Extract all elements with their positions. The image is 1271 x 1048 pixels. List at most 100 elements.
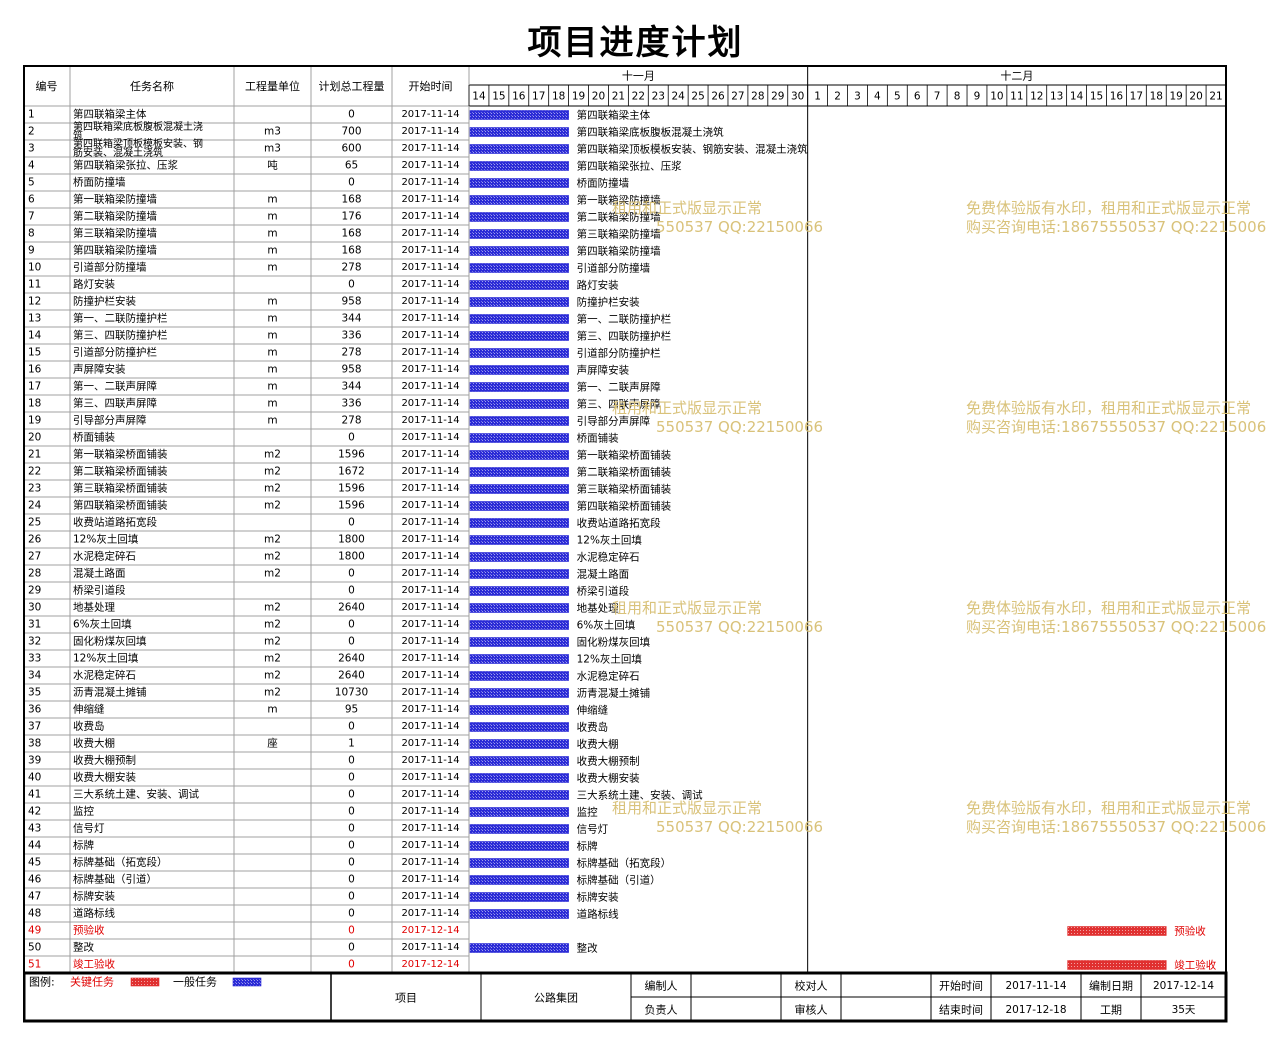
watermark-full: 免费体验版有水印，租用和正式版显示正常 购买咨询电话:18675550537 QQ…	[966, 399, 1266, 436]
gantt-bar	[469, 858, 569, 868]
task-id: 2	[28, 126, 35, 138]
gantt-bar	[469, 535, 569, 545]
day-tick-label: 4	[874, 91, 881, 103]
task-name: 第四联箱梁张拉、压浆	[73, 159, 178, 172]
task-start: 2017-11-14	[401, 330, 459, 341]
task-qty: 10730	[335, 687, 368, 699]
bar-label: 第四联箱梁主体	[577, 109, 651, 122]
bar-label: 第一、二联防撞护栏	[577, 313, 672, 326]
bar-label: 第二联箱梁防撞墙	[577, 211, 661, 224]
page-title: 项目进度计划	[527, 23, 744, 63]
task-start: 2017-11-14	[401, 279, 459, 290]
bar-label: 监控	[577, 806, 598, 819]
task-unit: m	[267, 296, 277, 308]
task-name: 第四联箱梁防撞墙	[73, 244, 157, 257]
gantt-bar	[469, 161, 569, 171]
task-start: 2017-11-14	[401, 381, 459, 392]
bar-label: 第一、二联声屏障	[577, 381, 661, 394]
task-qty: 700	[341, 126, 361, 138]
task-qty: 0	[348, 432, 355, 444]
task-unit: m2	[264, 534, 281, 546]
task-name: 地基处理	[73, 601, 115, 614]
task-unit: m	[267, 228, 277, 240]
task-name: 第一联箱梁桥面铺装	[73, 448, 168, 461]
month-label-dec: 十二月	[1000, 69, 1033, 83]
bar-label: 整改	[577, 942, 598, 955]
watermark-partial: 租用和正式版显示正常 550537 QQ:22150066	[612, 599, 824, 636]
day-tick-label: 16	[1110, 91, 1124, 103]
task-id: 34	[28, 670, 42, 682]
watermark-full: 免费体验版有水印，租用和正式版显示正常 购买咨询电话:18675550537 QQ…	[966, 599, 1266, 636]
task-id: 48	[28, 908, 41, 920]
day-tick-label: 20	[1189, 91, 1202, 103]
gantt-bar	[469, 756, 569, 766]
task-name: 收费大棚	[73, 737, 115, 750]
task-qty: 344	[341, 313, 361, 325]
bar-label: 第一联箱梁桥面铺装	[577, 449, 672, 462]
gantt-bar	[469, 841, 569, 851]
day-tick-label: 6	[914, 91, 921, 103]
legend-critical-swatch	[130, 977, 160, 987]
task-qty: 0	[348, 568, 355, 580]
task-qty: 958	[341, 296, 361, 308]
gantt-bar	[469, 280, 569, 290]
day-tick-label: 17	[1130, 91, 1143, 103]
task-start: 2017-11-14	[401, 789, 459, 800]
task-name: 第一、二联声屏障	[73, 380, 157, 393]
task-id: 50	[28, 942, 41, 954]
bar-label: 第一联箱梁防撞墙	[577, 194, 661, 207]
gantt-bar	[469, 382, 569, 392]
task-id: 4	[28, 160, 35, 172]
task-start: 2017-11-14	[401, 806, 459, 817]
gantt-bar	[469, 348, 569, 358]
task-name: 第三联箱梁防撞墙	[73, 227, 157, 240]
task-qty: 0	[348, 721, 355, 733]
gantt-bar	[469, 212, 569, 222]
bar-label: 12%灰土回填	[577, 534, 643, 547]
task-id: 9	[28, 245, 35, 257]
task-id: 44	[28, 840, 42, 852]
task-qty: 0	[348, 772, 355, 784]
task-name: 收费岛	[73, 720, 105, 733]
bar-label: 竣工验收	[1174, 959, 1216, 972]
bar-label: 第三联箱梁桥面铺装	[577, 483, 672, 496]
task-qty: 278	[341, 262, 361, 274]
footer-start-label: 开始时间	[939, 979, 983, 993]
gantt-bar	[469, 229, 569, 239]
gantt-bar	[469, 110, 569, 120]
day-tick-label: 13	[1050, 91, 1063, 103]
task-name: 水泥稳定碎石	[73, 669, 136, 682]
task-id: 15	[28, 347, 41, 359]
task-id: 24	[28, 500, 42, 512]
bar-label: 12%灰土回填	[577, 653, 643, 666]
task-name: 6%灰土回填	[73, 618, 132, 631]
gantt-bar	[469, 263, 569, 273]
gantt-bar	[469, 773, 569, 783]
task-name: 整改	[73, 941, 94, 954]
task-name: 12%灰土回填	[73, 533, 139, 546]
task-qty: 0	[348, 177, 355, 189]
task-start: 2017-11-14	[401, 670, 459, 681]
bar-label: 伸缩缝	[577, 704, 609, 717]
day-tick-label: 1	[814, 91, 821, 103]
task-start: 2017-11-14	[401, 857, 459, 868]
task-start: 2017-11-14	[401, 840, 459, 851]
legend-critical-label: 关键任务	[70, 975, 114, 989]
task-id: 38	[28, 738, 41, 750]
bar-label: 引道部分防撞护栏	[577, 347, 661, 360]
task-qty: 0	[348, 517, 355, 529]
header-id: 编号	[36, 79, 58, 93]
task-unit: m2	[264, 568, 281, 580]
task-qty: 1800	[338, 551, 365, 563]
task-id: 12	[28, 296, 41, 308]
header-unit: 工程量单位	[245, 79, 300, 93]
task-qty: 1	[348, 738, 355, 750]
task-name: 固化粉煤灰回填	[73, 635, 147, 648]
gantt-bar	[469, 552, 569, 562]
footer-reviewer-label: 审核人	[795, 1003, 828, 1017]
bar-label: 收费大棚安装	[577, 772, 640, 785]
task-name: 收费站道路拓宽段	[73, 516, 157, 529]
bar-label: 引导部分声屏障	[577, 415, 651, 428]
task-start: 2017-11-14	[401, 347, 459, 358]
task-start: 2017-11-14	[401, 415, 459, 426]
